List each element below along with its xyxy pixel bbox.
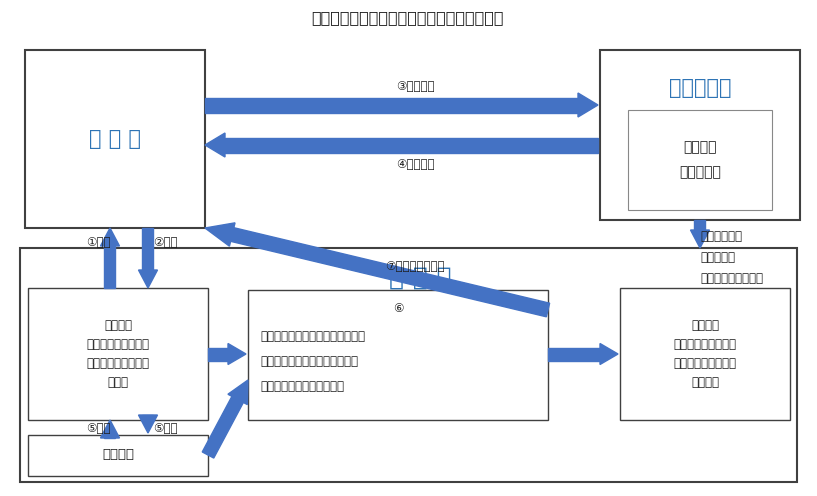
Text: ・分別解体等、再資源化等の実施: ・分別解体等、再資源化等の実施 bbox=[260, 330, 365, 343]
Bar bbox=[248, 290, 548, 420]
Polygon shape bbox=[100, 228, 119, 246]
Bar bbox=[620, 288, 790, 420]
Text: いわき市
建築指導課: いわき市 建築指導課 bbox=[679, 140, 721, 180]
Text: ・報告の徴収
・立入検査
・助言、勧告、命令: ・報告の徴収 ・立入検査 ・助言、勧告、命令 bbox=[700, 230, 763, 285]
Polygon shape bbox=[142, 228, 154, 270]
Polygon shape bbox=[600, 344, 618, 365]
Polygon shape bbox=[205, 98, 578, 113]
Bar bbox=[28, 288, 208, 420]
Polygon shape bbox=[225, 137, 598, 152]
Polygon shape bbox=[690, 230, 709, 248]
Polygon shape bbox=[230, 228, 550, 317]
Bar bbox=[25, 50, 205, 228]
Polygon shape bbox=[105, 433, 115, 438]
Polygon shape bbox=[139, 415, 158, 433]
Polygon shape bbox=[205, 223, 235, 246]
Polygon shape bbox=[205, 133, 225, 157]
Bar bbox=[628, 110, 772, 210]
Polygon shape bbox=[100, 420, 119, 438]
Bar bbox=[28, 435, 208, 476]
Text: 元請業者
（建設工事の計画の
策定及び発注者への
説明）: 元請業者 （建設工事の計画の 策定及び発注者への 説明） bbox=[87, 319, 150, 389]
Text: ・技術管理者による施工の管理: ・技術管理者による施工の管理 bbox=[260, 355, 358, 368]
Polygon shape bbox=[228, 380, 248, 405]
Polygon shape bbox=[548, 348, 600, 361]
Polygon shape bbox=[203, 396, 243, 458]
Polygon shape bbox=[142, 415, 154, 420]
Text: ⑤告知: ⑤告知 bbox=[86, 422, 110, 434]
Polygon shape bbox=[694, 220, 706, 230]
Text: 分別解体・再資源化の発注から実施への流れ: 分別解体・再資源化の発注から実施への流れ bbox=[312, 10, 504, 25]
Text: ⑤契約: ⑤契約 bbox=[153, 422, 177, 434]
Text: ③事前届出: ③事前届出 bbox=[395, 80, 435, 94]
Text: 発 注 者: 発 注 者 bbox=[89, 129, 141, 149]
Text: 受 注 者: 受 注 者 bbox=[389, 266, 451, 290]
Bar bbox=[20, 248, 797, 482]
Text: ④変更命令: ④変更命令 bbox=[395, 159, 435, 172]
Polygon shape bbox=[105, 246, 115, 288]
Text: ②契約: ②契約 bbox=[153, 236, 177, 248]
Text: ・現場における標識の掲示: ・現場における標識の掲示 bbox=[260, 380, 344, 393]
Polygon shape bbox=[578, 93, 598, 117]
Text: ⑥: ⑥ bbox=[393, 302, 404, 314]
Polygon shape bbox=[228, 344, 246, 365]
Text: 特定行政庁: 特定行政庁 bbox=[669, 78, 731, 98]
Text: 下請業者: 下請業者 bbox=[102, 448, 134, 461]
Polygon shape bbox=[208, 348, 228, 361]
Polygon shape bbox=[139, 270, 158, 288]
Text: 元請業者
（再資源化等の完了
の確認及び発注者へ
の報告）: 元請業者 （再資源化等の完了 の確認及び発注者へ の報告） bbox=[673, 319, 736, 389]
Text: ⑦書面による報告: ⑦書面による報告 bbox=[386, 260, 444, 273]
Bar bbox=[600, 50, 800, 220]
Text: ①説明: ①説明 bbox=[86, 236, 110, 248]
